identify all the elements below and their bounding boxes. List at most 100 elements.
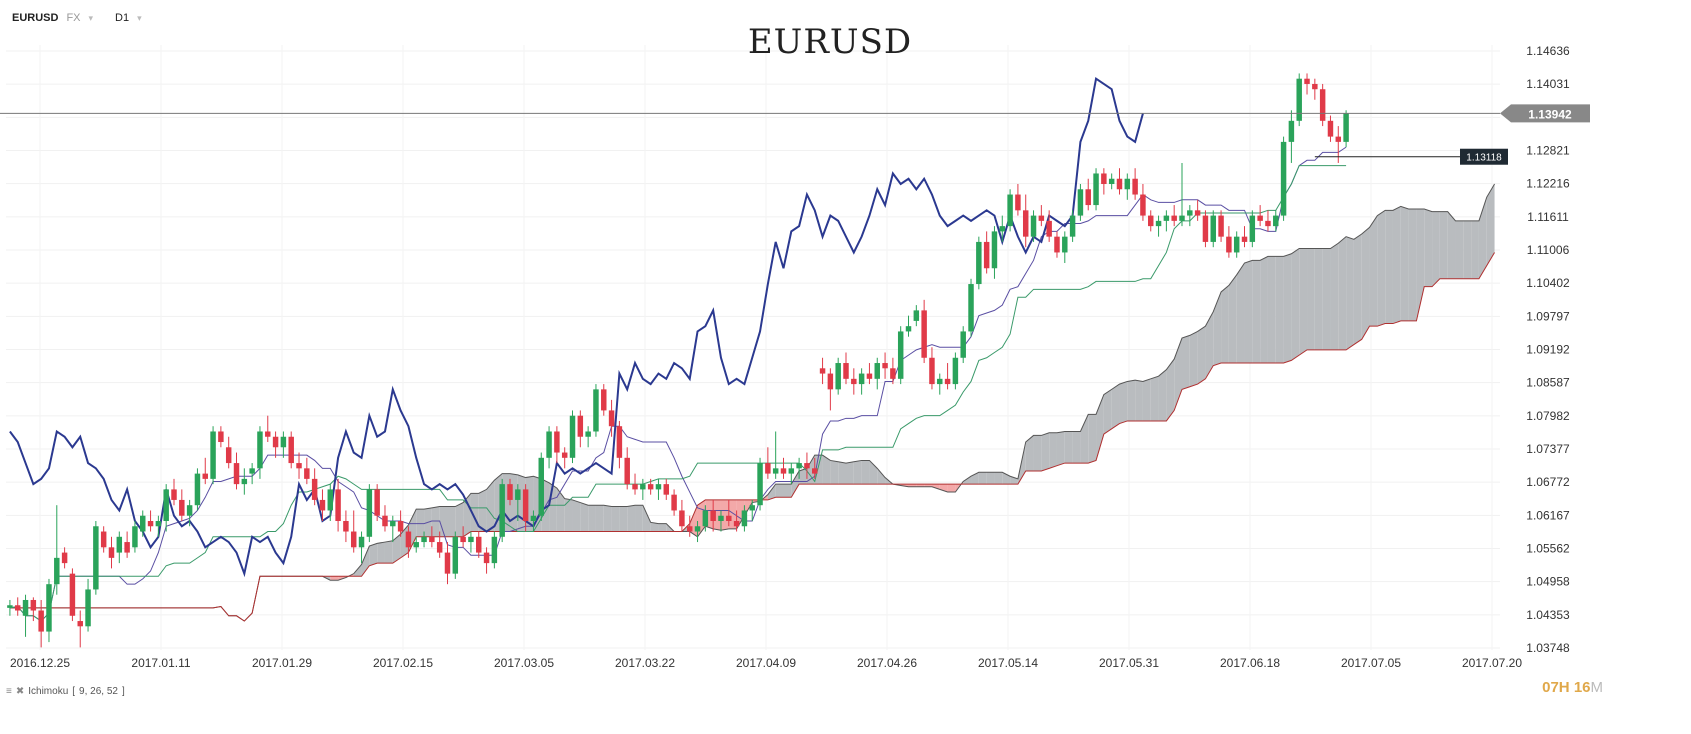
y-tick-label: 1.11611 xyxy=(1527,210,1569,224)
candle-body xyxy=(1257,215,1263,221)
candle-body xyxy=(374,489,380,516)
cloud-segment xyxy=(1447,211,1456,279)
candle-body xyxy=(733,520,740,527)
candle-body xyxy=(788,468,795,474)
cloud-segment xyxy=(1338,236,1347,350)
y-tick-label: 1.12216 xyxy=(1526,177,1570,191)
settings-icon[interactable]: ≡ xyxy=(6,686,12,697)
candle-body xyxy=(476,536,482,553)
candle-body xyxy=(507,484,513,500)
cloud-segment xyxy=(791,470,800,498)
cloud-segment xyxy=(650,522,659,532)
candle-body xyxy=(452,536,459,574)
candle-body xyxy=(296,463,302,469)
candle-body xyxy=(913,310,920,321)
cloud-segment xyxy=(1260,256,1268,364)
candle-body xyxy=(624,457,630,485)
candle-body xyxy=(929,357,935,385)
cloud-segment xyxy=(1166,359,1175,421)
y-tick-label: 1.05562 xyxy=(1526,542,1570,556)
candle-body xyxy=(140,515,146,532)
cloud-segment xyxy=(1252,260,1261,364)
symbol-selector[interactable]: EURUSD xyxy=(12,12,59,24)
candle-body xyxy=(718,515,724,521)
cloud-segment xyxy=(1330,243,1339,350)
cloud-segment xyxy=(392,534,401,564)
x-tick-label: 2016.12.25 xyxy=(10,656,70,670)
cloud-segment xyxy=(463,493,471,537)
candle-body xyxy=(382,515,388,527)
y-tick-label: 1.11006 xyxy=(1527,243,1570,257)
cloud-segment xyxy=(1408,209,1417,321)
candle-body xyxy=(225,447,232,464)
candle-body xyxy=(1343,113,1349,142)
candle-body xyxy=(897,331,904,379)
interval-selector[interactable]: D1 xyxy=(115,12,130,24)
candle-body xyxy=(335,489,341,521)
indicator-legend: ≡ ✖ Ichimoku [9, 26, 52] xyxy=(6,686,125,697)
close-icon[interactable]: ✖ xyxy=(15,686,25,697)
candle-body xyxy=(1171,215,1177,221)
candle-body xyxy=(1163,215,1170,221)
candle-body xyxy=(843,363,849,379)
candle-body xyxy=(968,284,974,332)
candle-body xyxy=(905,326,912,332)
cloud-segment xyxy=(447,506,456,537)
cloud-segment xyxy=(1213,291,1222,366)
y-tick-label: 1.07982 xyxy=(1526,409,1570,423)
candle-body xyxy=(194,473,201,506)
indicator-params-close: ] xyxy=(121,686,125,697)
candle-body xyxy=(960,331,966,358)
candle-body xyxy=(530,515,537,521)
candle-body xyxy=(1108,178,1115,185)
candle-body xyxy=(632,484,638,490)
cloud-segment xyxy=(603,505,612,532)
cloud-segment xyxy=(1322,248,1331,350)
cloud-segment xyxy=(1002,472,1011,485)
cloud-segment xyxy=(1197,326,1206,385)
candle-body xyxy=(1335,136,1342,142)
candle-body xyxy=(1069,215,1076,237)
candle-body xyxy=(921,310,927,358)
candle-body xyxy=(1124,178,1131,190)
cloud-segment xyxy=(1392,206,1401,324)
candle-body xyxy=(663,484,670,495)
cloud-segment xyxy=(838,461,846,485)
cloud-segment xyxy=(1111,384,1120,429)
candle-body xyxy=(835,363,841,390)
kijun-sen-line xyxy=(9,165,1347,622)
candle-body xyxy=(1249,215,1256,242)
candle-body xyxy=(116,536,123,553)
cloud-segment xyxy=(361,546,370,577)
candle-body xyxy=(679,510,685,527)
candle-body xyxy=(1030,215,1037,237)
candle-body xyxy=(61,552,68,564)
chevron-down-icon[interactable]: ▾ xyxy=(137,12,142,23)
x-tick-label: 2017.01.11 xyxy=(131,656,190,670)
candle-body xyxy=(210,431,216,479)
x-tick-label: 2017.01.29 xyxy=(252,656,312,670)
cloud-segment xyxy=(595,505,604,532)
timer-hours: 07 xyxy=(1542,679,1559,696)
candle-body xyxy=(796,463,802,469)
candle-body xyxy=(319,499,326,511)
chevron-down-icon[interactable]: ▾ xyxy=(88,12,94,23)
candle-body xyxy=(429,536,435,543)
candle-body xyxy=(1187,210,1193,216)
x-tick-label: 2017.05.14 xyxy=(978,656,1038,670)
cloud-segment xyxy=(1432,211,1440,287)
cloud-segment xyxy=(1478,197,1487,279)
candle-body xyxy=(655,484,662,490)
cloud-segment xyxy=(971,472,979,485)
candle-body xyxy=(1241,236,1248,242)
cloud-segment xyxy=(627,505,636,532)
candle-body xyxy=(804,463,810,469)
cloud-segment xyxy=(1244,260,1253,364)
candle-body xyxy=(77,621,83,627)
candle-body xyxy=(54,557,60,585)
cloud-segment xyxy=(658,523,667,532)
candle-body xyxy=(983,241,990,269)
cloud-segment xyxy=(611,506,620,532)
